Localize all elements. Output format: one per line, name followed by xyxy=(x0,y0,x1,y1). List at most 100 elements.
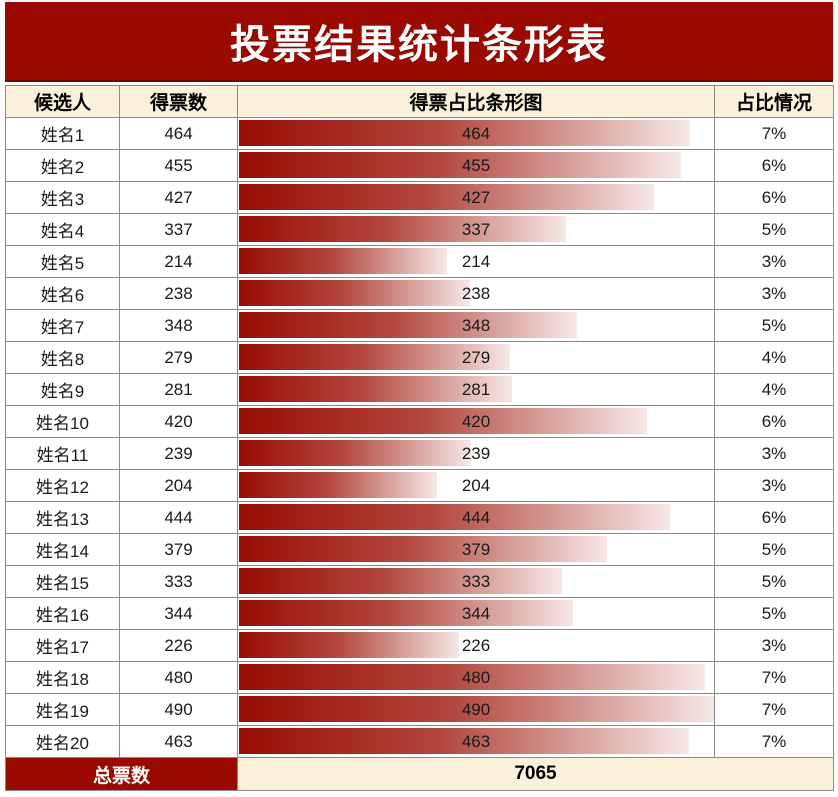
percent-value: 7% xyxy=(714,725,834,758)
percent-value: 4% xyxy=(714,341,834,374)
vote-bar-label: 444 xyxy=(461,507,491,527)
vote-bar-label: 226 xyxy=(461,635,491,655)
header-candidate: 候选人 xyxy=(5,85,120,118)
percent-value: 7% xyxy=(714,661,834,694)
vote-bar-cell: 463 xyxy=(237,725,715,758)
table-row: 姓名4 337 337 5% xyxy=(5,213,834,246)
vote-bar-cell: 333 xyxy=(237,565,715,598)
candidate-name: 姓名17 xyxy=(5,629,120,662)
vote-bar-label: 455 xyxy=(461,155,491,175)
candidate-name: 姓名13 xyxy=(5,501,120,534)
table-row: 姓名13 444 444 6% xyxy=(5,501,834,534)
vote-bar-label: 427 xyxy=(461,187,491,207)
vote-bar-cell: 344 xyxy=(237,597,715,630)
table-header: 候选人 得票数 得票占比条形图 占比情况 xyxy=(5,85,834,118)
candidate-name: 姓名16 xyxy=(5,597,120,630)
percent-value: 3% xyxy=(714,277,834,310)
vote-bar-cell: 214 xyxy=(237,245,715,278)
vote-count: 444 xyxy=(119,501,238,534)
candidate-name: 姓名19 xyxy=(5,693,120,726)
percent-value: 4% xyxy=(714,373,834,406)
vote-bar-cell: 464 xyxy=(237,117,715,150)
vote-bar xyxy=(239,696,714,722)
header-bar-chart: 得票占比条形图 xyxy=(237,85,715,118)
vote-bar xyxy=(239,120,690,146)
table-row: 姓名1 464 464 7% xyxy=(5,117,834,150)
candidate-name: 姓名15 xyxy=(5,565,120,598)
table-row: 姓名12 204 204 3% xyxy=(5,469,834,502)
vote-count: 279 xyxy=(119,341,238,374)
candidate-name: 姓名5 xyxy=(5,245,120,278)
vote-count: 490 xyxy=(119,693,238,726)
vote-bar-cell: 281 xyxy=(237,373,715,406)
percent-value: 6% xyxy=(714,181,834,214)
vote-count: 420 xyxy=(119,405,238,438)
header-votes: 得票数 xyxy=(119,85,238,118)
table-row: 姓名18 480 480 7% xyxy=(5,661,834,694)
percent-value: 6% xyxy=(714,501,834,534)
vote-bar-label: 204 xyxy=(461,475,491,495)
candidate-name: 姓名9 xyxy=(5,373,120,406)
vote-count: 333 xyxy=(119,565,238,598)
percent-value: 5% xyxy=(714,565,834,598)
vote-bar xyxy=(239,376,512,402)
table-row: 姓名9 281 281 4% xyxy=(5,373,834,406)
vote-count: 480 xyxy=(119,661,238,694)
candidate-name: 姓名7 xyxy=(5,309,120,342)
vote-count: 379 xyxy=(119,533,238,566)
page-title: 投票结果统计条形表 xyxy=(230,23,608,67)
table-row: 姓名5 214 214 3% xyxy=(5,245,834,278)
vote-bar xyxy=(239,472,438,498)
table-row: 姓名7 348 348 5% xyxy=(5,309,834,342)
vote-bar xyxy=(239,152,681,178)
candidate-name: 姓名10 xyxy=(5,405,120,438)
vote-bar-label: 420 xyxy=(461,411,491,431)
table-row: 姓名20 463 463 7% xyxy=(5,725,834,758)
vote-bar-cell: 427 xyxy=(237,181,715,214)
table-row: 姓名3 427 427 6% xyxy=(5,181,834,214)
percent-value: 7% xyxy=(714,693,834,726)
candidate-name: 姓名2 xyxy=(5,149,120,182)
vote-count: 226 xyxy=(119,629,238,662)
percent-value: 5% xyxy=(714,597,834,630)
candidate-name: 姓名11 xyxy=(5,437,120,470)
vote-bar xyxy=(239,600,574,626)
vote-count: 455 xyxy=(119,149,238,182)
vote-bar xyxy=(239,248,447,274)
percent-value: 6% xyxy=(714,405,834,438)
table-row: 姓名19 490 490 7% xyxy=(5,693,834,726)
vote-bar-cell: 455 xyxy=(237,149,715,182)
candidate-name: 姓名20 xyxy=(5,725,120,758)
vote-count: 337 xyxy=(119,213,238,246)
vote-bar xyxy=(239,440,472,466)
vote-bar-cell: 490 xyxy=(237,693,715,726)
vote-bar xyxy=(239,664,706,690)
vote-table: 候选人 得票数 得票占比条形图 占比情况 姓名1 464 464 7% 姓名2 455 45… xyxy=(5,85,834,791)
percent-value: 3% xyxy=(714,469,834,502)
percent-value: 6% xyxy=(714,149,834,182)
vote-bar-cell: 239 xyxy=(237,437,715,470)
vote-bar-label: 279 xyxy=(461,347,491,367)
vote-bar xyxy=(239,312,578,338)
table-row: 姓名10 420 420 6% xyxy=(5,405,834,438)
table-body: 姓名1 464 464 7% 姓名2 455 455 6% 姓名3 427 427 6% 姓名4 337 3… xyxy=(5,117,834,758)
vote-count: 204 xyxy=(119,469,238,502)
header-percent: 占比情况 xyxy=(714,85,834,118)
table-footer: 总票数 7065 xyxy=(5,757,834,791)
vote-count: 427 xyxy=(119,181,238,214)
candidate-name: 姓名6 xyxy=(5,277,120,310)
percent-value: 3% xyxy=(714,629,834,662)
vote-bar xyxy=(239,504,671,530)
vote-bar xyxy=(239,568,563,594)
percent-value: 7% xyxy=(714,117,834,150)
vote-bar-cell: 226 xyxy=(237,629,715,662)
candidate-name: 姓名14 xyxy=(5,533,120,566)
vote-bar-label: 464 xyxy=(461,123,491,143)
vote-count: 238 xyxy=(119,277,238,310)
header-row: 候选人 得票数 得票占比条形图 占比情况 xyxy=(5,85,834,118)
vote-bar xyxy=(239,344,511,370)
vote-count: 463 xyxy=(119,725,238,758)
vote-bar-cell: 279 xyxy=(237,341,715,374)
candidate-name: 姓名4 xyxy=(5,213,120,246)
table-row: 姓名8 279 279 4% xyxy=(5,341,834,374)
